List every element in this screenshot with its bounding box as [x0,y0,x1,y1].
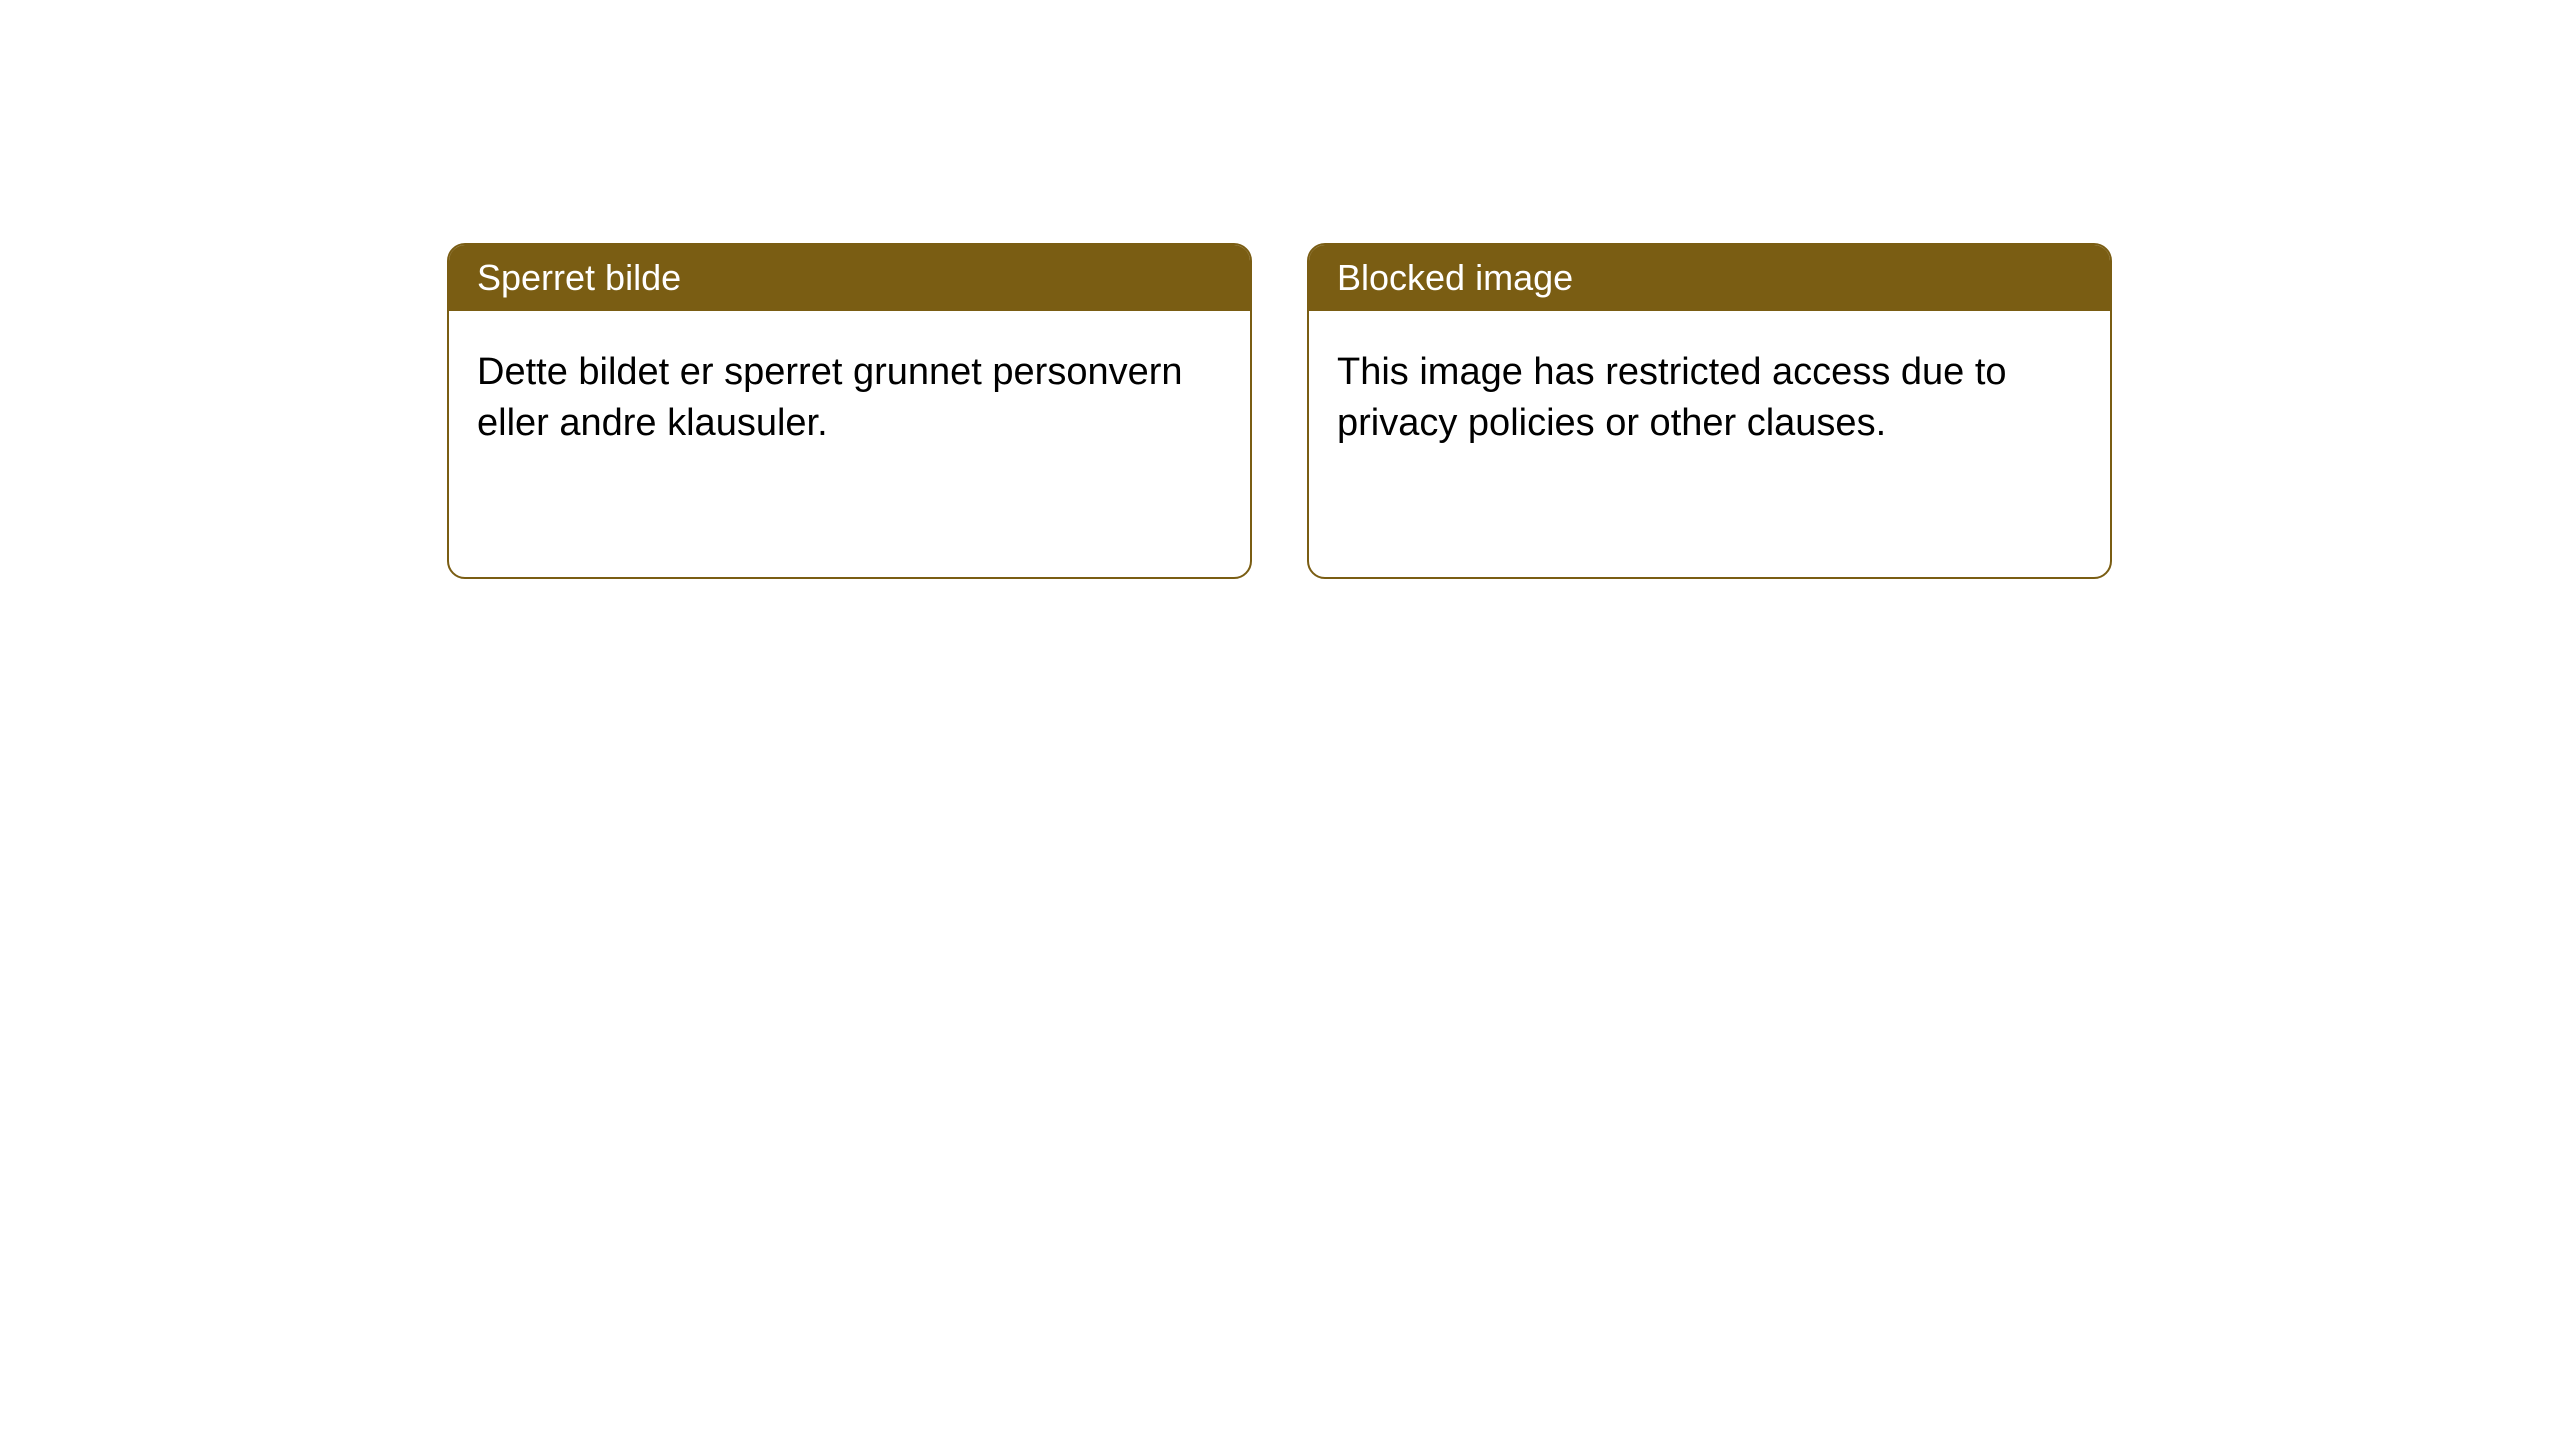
card-title: Blocked image [1337,257,1573,298]
blocked-image-card-english: Blocked image This image has restricted … [1307,243,2112,579]
blocked-image-card-norwegian: Sperret bilde Dette bildet er sperret gr… [447,243,1252,579]
notice-cards-container: Sperret bilde Dette bildet er sperret gr… [447,243,2112,579]
card-header: Blocked image [1309,245,2110,311]
card-body: This image has restricted access due to … [1309,311,2110,486]
card-body: Dette bildet er sperret grunnet personve… [449,311,1250,486]
card-header: Sperret bilde [449,245,1250,311]
card-title: Sperret bilde [477,257,681,298]
card-message: This image has restricted access due to … [1337,351,2007,444]
card-message: Dette bildet er sperret grunnet personve… [477,351,1183,444]
